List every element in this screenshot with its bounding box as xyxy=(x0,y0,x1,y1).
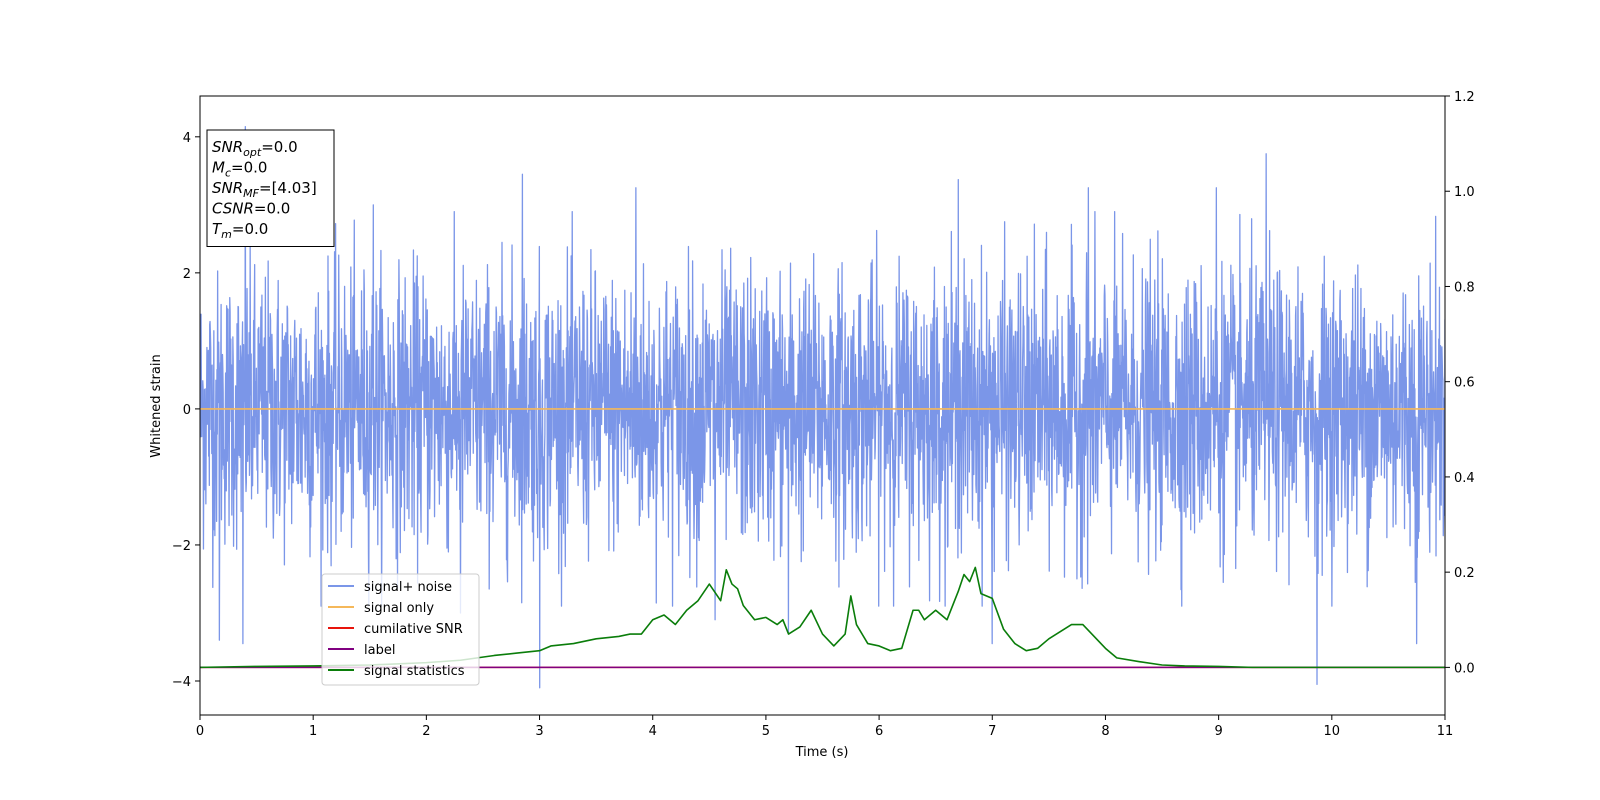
x-tick-label: 2 xyxy=(422,724,430,739)
y-tick-label: 2 xyxy=(183,267,191,282)
stats-symbol: T xyxy=(212,220,223,238)
x-tick-label: 3 xyxy=(535,724,543,739)
x-axis: 0 1 2 3 4 5 6 7 8 9 10 11 xyxy=(196,715,1453,739)
x-tick-label: 8 xyxy=(1101,724,1109,739)
legend-entry: label xyxy=(364,643,395,658)
y-tick-label: 4 xyxy=(183,131,191,146)
stats-value: =0.0 xyxy=(231,159,267,177)
legend-entry: signal+ noise xyxy=(364,580,452,595)
y2-tick-label: 0.4 xyxy=(1454,471,1475,486)
x-tick-label: 0 xyxy=(196,724,204,739)
y2-tick-label: 1.0 xyxy=(1454,185,1475,200)
stats-value: =0.0 xyxy=(261,138,297,156)
y-axis-right: 0.0 0.2 0.4 0.6 0.8 1.0 1.2 xyxy=(1445,90,1475,676)
series-line-4 xyxy=(200,566,1445,669)
x-tick-label: 5 xyxy=(762,724,770,739)
stats-row: SNRopt=0.0 xyxy=(212,138,298,159)
legend: signal+ noise signal only cumilative SNR la… xyxy=(321,573,480,686)
stats-symbol: CSNR xyxy=(212,200,254,218)
series-signal-noise-line xyxy=(200,125,1445,689)
stats-symbol: SNR xyxy=(212,138,243,156)
x-tick-label: 9 xyxy=(1214,724,1222,739)
stats-row: Tm=0.0 xyxy=(212,220,268,241)
stats-value: =0.0 xyxy=(232,220,268,238)
y2-tick-label: 0.0 xyxy=(1454,661,1475,676)
stats-subscript: opt xyxy=(243,146,262,159)
stats-box-frame xyxy=(206,129,335,247)
x-tick-label: 10 xyxy=(1324,724,1341,739)
stats-box: SNRopt=0.0Mc=0.0SNRMF=[4.03]CSNR=0.0Tm=0… xyxy=(206,129,335,247)
y-axis-left: −4 −2 0 2 4 xyxy=(172,131,200,690)
y-tick-label: −2 xyxy=(172,539,191,554)
legend-entry: signal only xyxy=(364,601,434,616)
legend-entry: cumilative SNR xyxy=(364,622,463,637)
y2-tick-label: 0.2 xyxy=(1454,566,1475,581)
series-signal-noise xyxy=(200,125,1445,689)
y-tick-label: 0 xyxy=(183,403,191,418)
stats-value: =[4.03] xyxy=(259,179,317,197)
stats-row: SNRMF=[4.03] xyxy=(212,179,317,200)
y-tick-label: −4 xyxy=(172,675,191,690)
stats-row: CSNR=0.0 xyxy=(212,200,290,218)
x-tick-label: 7 xyxy=(988,724,996,739)
stats-subscript: c xyxy=(225,167,231,180)
y-axis-label: Whitened strain xyxy=(149,354,164,457)
y2-tick-label: 1.2 xyxy=(1454,90,1475,105)
stats-value: =0.0 xyxy=(254,200,290,218)
y2-tick-label: 0.8 xyxy=(1454,280,1475,295)
legend-frame xyxy=(321,573,480,686)
legend-entry: signal statistics xyxy=(364,664,465,679)
x-tick-label: 4 xyxy=(649,724,657,739)
plot-frame xyxy=(199,95,1446,716)
y2-tick-label: 0.6 xyxy=(1454,376,1475,391)
x-tick-label: 1 xyxy=(309,724,317,739)
stats-row: Mc=0.0 xyxy=(212,159,267,180)
stats-symbol: SNR xyxy=(212,179,243,197)
x-axis-label: Time (s) xyxy=(795,745,849,760)
stats-subscript: MF xyxy=(243,187,259,200)
x-tick-label: 11 xyxy=(1437,724,1454,739)
stats-subscript: m xyxy=(221,228,232,241)
stats-symbol: M xyxy=(212,159,225,177)
x-tick-label: 6 xyxy=(875,724,883,739)
